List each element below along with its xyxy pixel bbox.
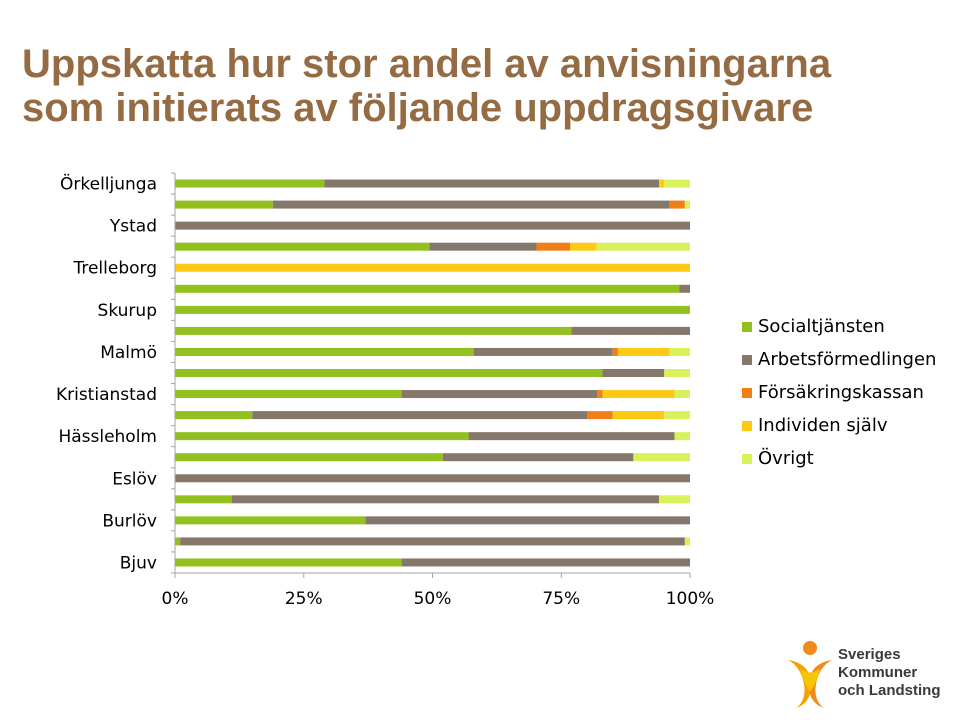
bar-segment (175, 242, 430, 251)
legend-item: Försäkringskassan (742, 376, 936, 409)
bar-segment (175, 326, 572, 335)
bar-segment (175, 537, 181, 546)
bar-segment (473, 347, 613, 356)
legend-swatch (742, 387, 752, 398)
bar-segment (401, 558, 690, 567)
legend-label: Övrigt (758, 448, 814, 469)
bar-segment (674, 390, 690, 399)
category-label: Örkelljunga (60, 173, 157, 195)
x-tick-label: 50% (414, 589, 452, 609)
bar-segment (175, 495, 232, 504)
legend-item: Individen själv (742, 409, 936, 442)
x-tick-label: 0% (162, 589, 189, 609)
legend-label: Socialtjänsten (758, 316, 885, 337)
bar-segment (570, 242, 597, 251)
x-tick-label: 75% (542, 589, 580, 609)
bar-segment (617, 347, 670, 356)
bar-segment (596, 242, 690, 251)
bar-segment (442, 453, 634, 462)
category-label: Hässleholm (58, 427, 157, 447)
bar-segment (602, 369, 665, 377)
category-label: Bjuv (120, 553, 157, 573)
bar-segment (669, 347, 690, 356)
bar-segment (175, 200, 273, 209)
bar-segment (664, 369, 690, 377)
logo-line3: och Landsting (838, 682, 941, 699)
slide-title: Uppskatta hur stor andel av anvisningarn… (22, 42, 942, 130)
bar-segment (324, 179, 660, 188)
bar-segment (468, 432, 675, 441)
bar-segment (679, 284, 690, 293)
bar-segment (664, 179, 690, 188)
bar-segment (175, 411, 253, 420)
category-label: Kristianstad (56, 385, 157, 405)
bar-segment (571, 326, 690, 335)
legend-swatch (742, 453, 752, 464)
bar-segment (175, 305, 690, 314)
bar-segment (612, 411, 665, 420)
slide-title-line1: Uppskatta hur stor andel av anvisningarn… (22, 42, 832, 86)
bar-segment (175, 179, 325, 188)
legend-item: Socialtjänsten (742, 310, 936, 343)
bar-segment (175, 347, 474, 356)
bar-segment (633, 453, 690, 462)
bar-segment (175, 432, 469, 441)
bar-segment (597, 390, 603, 399)
bar-segment (175, 221, 690, 230)
bar-segment (365, 516, 690, 525)
bar-segment (612, 347, 618, 356)
logo-line2: Kommuner (838, 664, 918, 681)
legend-item: Arbetsförmedlingen (742, 343, 936, 376)
bar-segment (175, 390, 402, 399)
legend-label: Individen själv (758, 415, 888, 436)
skl-logo-text: Sveriges Kommuner och Landsting (838, 646, 941, 700)
legend-label: Arbetsförmedlingen (758, 349, 937, 370)
bar-segment (175, 263, 690, 272)
category-label: Trelleborg (72, 259, 157, 279)
skl-logo-figure-icon (788, 641, 832, 708)
bar-segment (401, 390, 598, 399)
bar-segment (684, 537, 690, 546)
bar-segment (175, 453, 443, 462)
bar-segment (175, 369, 603, 377)
x-tick-label: 25% (285, 589, 323, 609)
bar-segment (602, 390, 675, 399)
bar-segment (180, 537, 685, 546)
bar-segment (175, 558, 402, 567)
legend-label: Försäkringskassan (758, 382, 924, 403)
category-label: Burlöv (102, 511, 157, 531)
legend-item: Övrigt (742, 442, 936, 475)
category-label: Eslöv (112, 469, 157, 489)
category-label: Ystad (109, 217, 157, 237)
bar-segment (231, 495, 660, 504)
bar-segment (664, 411, 690, 420)
slide-title-line2: som initierats av följande uppdragsgivar… (22, 86, 814, 130)
bar-segment (536, 242, 571, 251)
skl-logo: Sveriges Kommuner och Landsting (782, 638, 952, 710)
category-label: Skurup (98, 301, 157, 321)
legend-swatch (742, 354, 752, 365)
x-tick-label: 100% (666, 589, 715, 609)
bar-segment (684, 200, 690, 209)
bar-segment (587, 411, 613, 420)
category-label: Malmö (100, 343, 157, 363)
bar-segment (175, 516, 366, 525)
bar-segment (175, 284, 680, 293)
legend-swatch (742, 321, 752, 332)
bar-segment (429, 242, 537, 251)
bar-segment (659, 179, 665, 188)
bar-segment (252, 411, 587, 420)
bar-segment (175, 474, 690, 483)
bar-segment (674, 432, 690, 441)
logo-line1: Sveriges (838, 646, 901, 663)
bar-segment (272, 200, 670, 209)
bar-segment (669, 200, 685, 209)
bar-segment (659, 495, 690, 504)
chart-legend: Socialtjänsten Arbetsförmedlingen Försäkri… (742, 310, 936, 475)
legend-swatch (742, 420, 752, 431)
